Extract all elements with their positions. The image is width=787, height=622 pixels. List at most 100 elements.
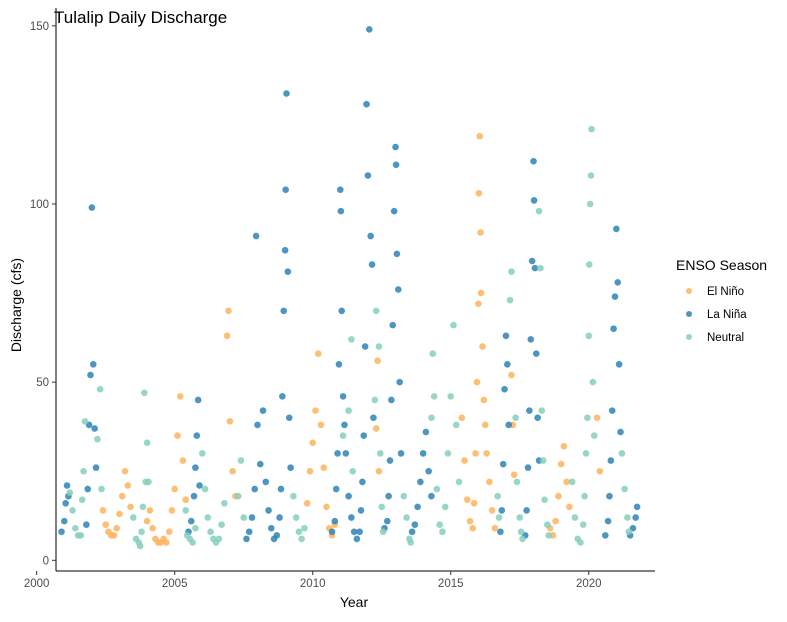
data-point	[473, 378, 481, 386]
data-point	[588, 125, 595, 133]
data-point	[256, 460, 264, 468]
data-point	[62, 499, 70, 507]
data-point	[472, 450, 479, 457]
data-point	[475, 189, 483, 197]
data-point	[519, 535, 526, 543]
data-point	[624, 514, 631, 521]
data-point	[480, 396, 488, 404]
data-point	[124, 482, 132, 489]
data-point	[407, 539, 415, 546]
data-point	[386, 457, 394, 464]
data-point	[182, 507, 190, 514]
data-point	[204, 514, 212, 521]
data-point	[341, 421, 348, 429]
data-point	[375, 343, 383, 350]
data-point	[516, 514, 524, 521]
data-point	[439, 528, 446, 536]
data-point	[517, 528, 525, 536]
data-point	[129, 514, 137, 521]
data-point	[447, 392, 455, 400]
data-point	[96, 385, 104, 393]
data-point	[579, 521, 587, 529]
data-point	[314, 350, 322, 358]
data-point	[607, 457, 615, 464]
data-point	[194, 396, 202, 404]
data-point	[295, 528, 303, 536]
data-point	[618, 450, 626, 457]
data-point	[383, 517, 391, 525]
data-point	[441, 503, 449, 511]
data-point	[563, 478, 571, 486]
data-point	[463, 496, 471, 504]
data-point	[338, 307, 346, 315]
data-point	[379, 528, 387, 536]
data-point	[614, 278, 622, 286]
data-point	[145, 478, 152, 486]
data-point	[365, 25, 373, 33]
data-point	[201, 485, 209, 493]
data-point	[403, 514, 410, 521]
data-point	[312, 407, 319, 415]
data-point	[587, 172, 595, 179]
data-point	[335, 360, 343, 368]
series-group	[58, 25, 641, 543]
data-point	[513, 478, 521, 486]
data-point	[149, 524, 157, 532]
data-point	[476, 132, 484, 140]
data-point	[298, 535, 306, 543]
data-point	[220, 499, 228, 507]
data-point	[218, 521, 226, 529]
data-point	[360, 432, 368, 439]
legend-key	[686, 311, 692, 317]
data-point	[589, 378, 597, 386]
x-tick-label: 2020	[576, 578, 602, 590]
data-point	[259, 407, 267, 415]
y-tick-label: 50	[36, 377, 49, 389]
data-point	[174, 432, 181, 439]
x-tick-label: 2005	[162, 578, 188, 590]
data-point	[356, 528, 364, 536]
data-point	[339, 432, 347, 439]
data-point	[611, 293, 619, 301]
data-point	[110, 531, 118, 539]
data-point	[265, 507, 272, 514]
data-point	[91, 425, 99, 432]
data-point	[136, 542, 144, 550]
data-point	[63, 482, 71, 489]
legend-title: ENSO Season	[676, 257, 767, 273]
data-point	[527, 335, 535, 343]
data-point	[168, 507, 176, 514]
legend-label: La Niña	[707, 309, 747, 321]
data-point	[363, 100, 370, 108]
data-point	[545, 531, 553, 539]
data-point	[273, 531, 281, 539]
series-group	[99, 132, 604, 546]
data-point	[535, 207, 543, 215]
data-point	[88, 204, 96, 211]
data-point	[505, 421, 513, 429]
data-point	[345, 407, 353, 415]
data-point	[568, 478, 576, 486]
data-point	[477, 229, 484, 236]
data-point	[582, 450, 590, 457]
data-point	[552, 517, 560, 525]
data-point	[455, 478, 463, 486]
data-point	[617, 428, 624, 436]
data-point	[633, 503, 641, 511]
legend-key	[686, 288, 692, 294]
data-point	[444, 450, 452, 457]
data-point	[571, 514, 579, 521]
data-point	[303, 499, 311, 507]
data-point	[372, 425, 380, 432]
data-point	[485, 478, 493, 486]
data-point	[425, 467, 433, 475]
data-point	[143, 517, 151, 525]
legend-label: Neutral	[707, 332, 744, 344]
data-point	[349, 467, 357, 475]
data-point	[89, 360, 97, 368]
data-point	[87, 371, 94, 379]
data-point	[376, 450, 384, 457]
data-point	[138, 528, 145, 536]
data-point	[601, 531, 609, 539]
data-point	[436, 521, 444, 529]
